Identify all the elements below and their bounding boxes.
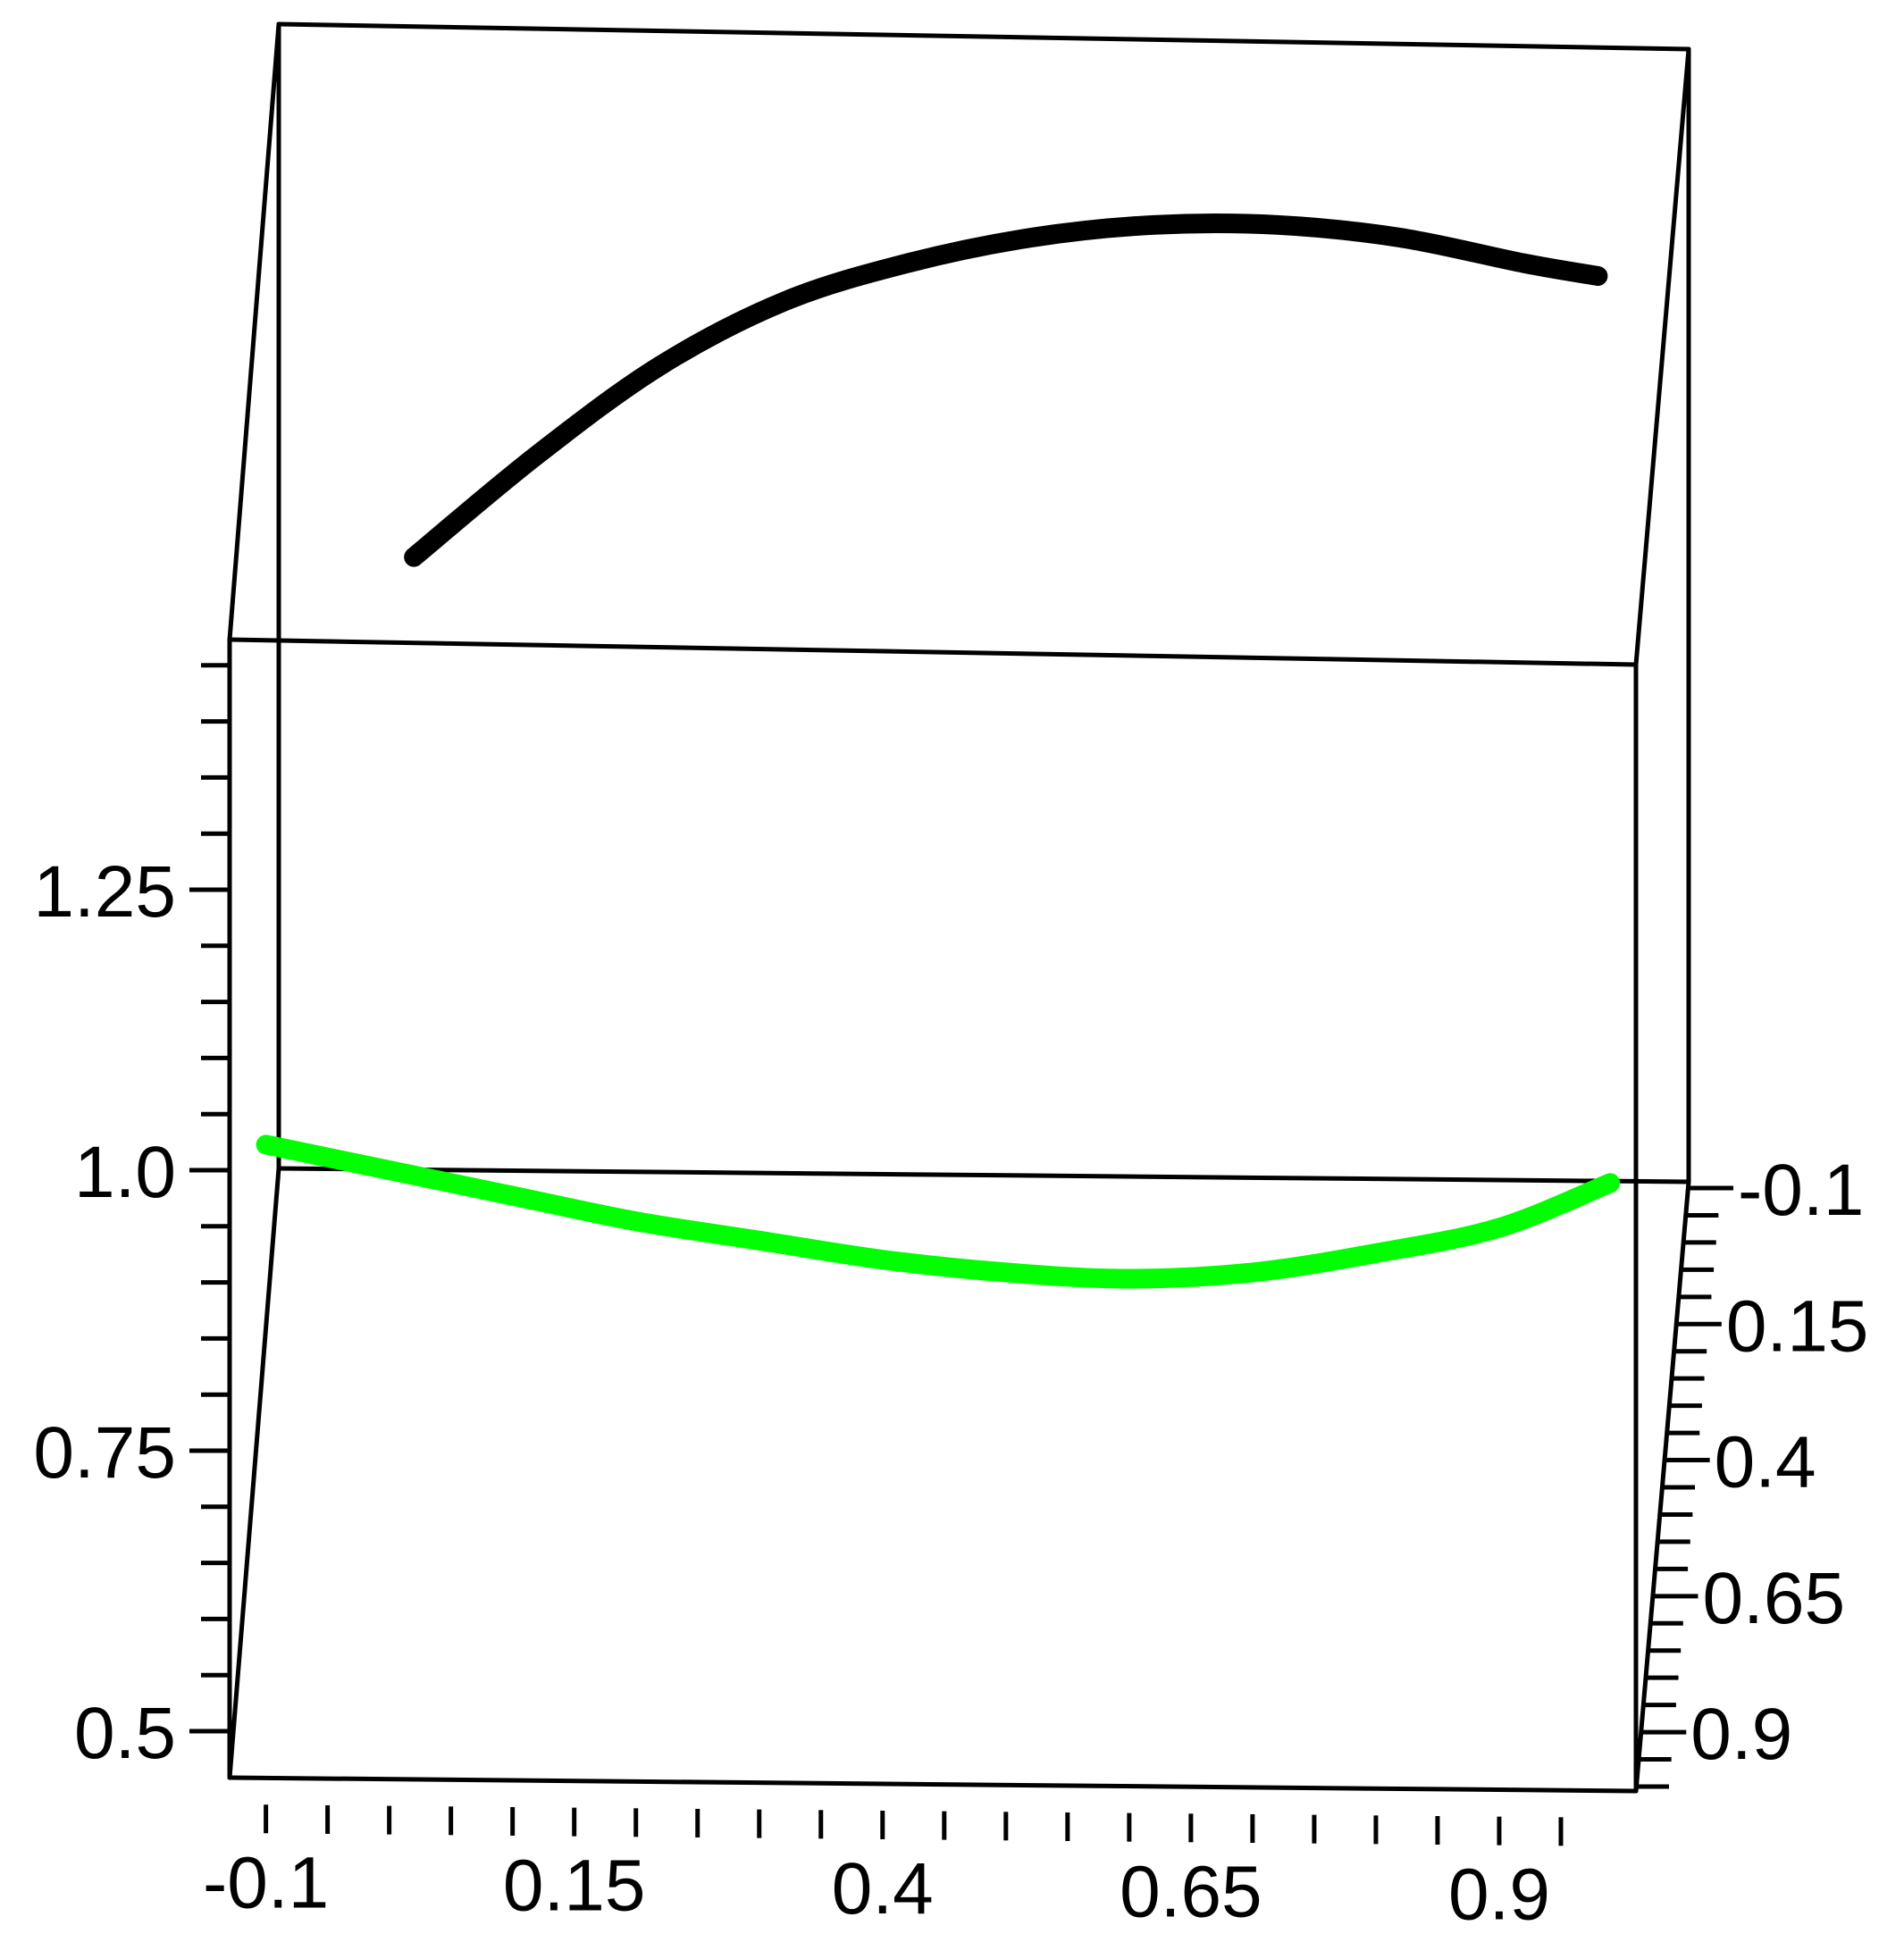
frame-right-diagonal-edge <box>1633 46 1691 667</box>
plot-box-frame <box>227 21 1691 1794</box>
frame-bottom-front-edge <box>227 1775 1639 1794</box>
x-axis-tick-label: 0.4 <box>832 1848 934 1929</box>
depth-axis-tick-label: 0.65 <box>1702 1558 1845 1639</box>
depth-axis-tick-label: 0.4 <box>1715 1422 1816 1503</box>
depth-axis-tick-label: 0.9 <box>1690 1694 1792 1775</box>
x-axis-tick-label: -0.1 <box>203 1842 329 1923</box>
z-axis-tick-label: 1.25 <box>33 851 176 933</box>
depth-axis-tick-label: 0.15 <box>1726 1285 1869 1367</box>
frame-bottom-back-edge <box>276 1166 1691 1184</box>
z-axis-tick-label: 0.75 <box>33 1412 176 1494</box>
frame-bottom-left-diagonal-edge <box>227 1166 281 1780</box>
z-axis-tick-label: 0.5 <box>74 1693 176 1774</box>
frame-left-diagonal-edge <box>227 21 281 642</box>
axis-tick-labels: -0.1 0.15 0.4 0.65 0.9 1.25 1.0 0.75 0.5 -0.1 0.15… <box>33 851 1868 1936</box>
series-line-1 <box>404 213 1608 567</box>
x-axis-tick-label: 0.9 <box>1448 1854 1550 1936</box>
x-axis-tick-label: 0.15 <box>503 1846 646 1927</box>
x-axis-tick-label: 0.65 <box>1120 1851 1262 1932</box>
axis-ticks <box>189 663 1733 1846</box>
frame-bottom-right-diagonal-edge <box>1633 1179 1691 1794</box>
frame-top-front-edge <box>227 637 1639 667</box>
series-lines <box>256 213 1621 1289</box>
z-axis-tick-label: 1.0 <box>74 1132 176 1213</box>
series-line-2 <box>256 1134 1621 1289</box>
frame-top-back-edge <box>276 21 1691 52</box>
depth-axis-tick-label: -0.1 <box>1738 1150 1864 1231</box>
